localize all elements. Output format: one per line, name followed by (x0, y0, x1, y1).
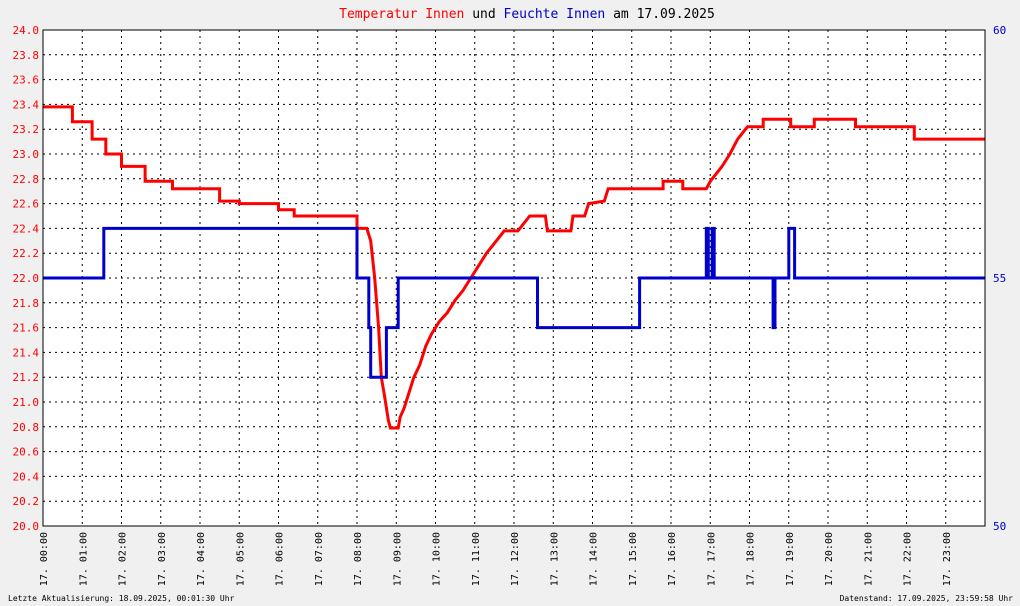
x-tick-label: 17. 06:00 (275, 532, 286, 586)
series-line-temperature (43, 105, 985, 430)
x-tick-label: 17. 05:00 (235, 532, 246, 586)
x-tick-label: 17. 11:00 (471, 532, 482, 586)
y-left-tick-label: 23.8 (13, 49, 40, 62)
y-left-tick-label: 20.6 (13, 446, 40, 459)
title-date: am 17.09.2025 (605, 7, 715, 22)
series-layer (43, 105, 985, 430)
x-tick-label: 17. 18:00 (746, 532, 757, 586)
x-tick-label: 17. 20:00 (824, 532, 835, 586)
y-left-tick-label: 20.8 (13, 421, 40, 434)
y-left-tick-label: 21.8 (13, 297, 40, 310)
chart-title: Temperatur Innen und Feuchte Innen am 17… (339, 7, 715, 22)
y-right-tick-label: 55 (993, 272, 1006, 285)
y-left-tick-label: 23.4 (13, 98, 40, 111)
y-left-tick-label: 23.2 (13, 123, 40, 136)
y-left-tick-label: 20.2 (13, 495, 40, 508)
title-and: und (464, 7, 503, 22)
y-right-tick-label: 50 (993, 520, 1006, 533)
x-tick-label: 17. 04:00 (196, 532, 207, 586)
x-tick-label: 17. 09:00 (392, 532, 403, 586)
y-axis-left: 20.0 20.2 20.4 20.6 20.8 21.0 21.2 21.4 21.6 21.8… (13, 24, 40, 533)
y-left-tick-label: 20.0 (13, 520, 40, 533)
x-tick-label: 17. 07:00 (314, 532, 325, 586)
y-right-tick-label: 60 (993, 24, 1006, 37)
x-tick-label: 17. 23:00 (942, 532, 953, 586)
x-tick-label: 17. 02:00 (118, 532, 129, 586)
y-left-tick-label: 23.0 (13, 148, 40, 161)
x-tick-label: 17. 10:00 (432, 532, 443, 586)
x-tick-label: 17. 01:00 (78, 532, 89, 586)
y-left-tick-label: 21.2 (13, 371, 40, 384)
footer-data-status: Datenstand: 17.09.2025, 23:59:58 Uhr (840, 594, 1014, 603)
x-tick-label: 17. 03:00 (157, 532, 168, 586)
title-humidity: Feuchte Innen (504, 7, 606, 22)
x-tick-label: 17. 14:00 (589, 532, 600, 586)
y-left-tick-label: 24.0 (13, 24, 40, 37)
y-left-tick-label: 23.6 (13, 74, 40, 87)
y-left-tick-label: 21.6 (13, 322, 40, 335)
y-left-tick-label: 21.4 (13, 346, 40, 359)
x-axis: 17. 00:00 17. 01:00 17. 02:00 17. 03:00 17. … (39, 532, 953, 586)
title-temperature: Temperatur Innen (339, 7, 464, 22)
y-left-tick-label: 22.8 (13, 173, 40, 186)
x-tick-label: 17. 22:00 (903, 532, 914, 586)
y-left-tick-label: 22.6 (13, 198, 40, 211)
x-tick-label: 17. 21:00 (863, 532, 874, 586)
footer-last-update: Letzte Aktualisierung: 18.09.2025, 00:01… (8, 594, 235, 603)
x-tick-label: 17. 19:00 (785, 532, 796, 586)
x-tick-label: 17. 16:00 (667, 532, 678, 586)
y-left-tick-label: 22.2 (13, 247, 40, 260)
x-tick-label: 17. 17:00 (706, 532, 717, 586)
x-tick-label: 17. 08:00 (353, 532, 364, 586)
y-left-tick-label: 22.4 (13, 222, 40, 235)
y-left-tick-label: 21.0 (13, 396, 40, 409)
x-tick-label: 17. 12:00 (510, 532, 521, 586)
y-left-tick-label: 22.0 (13, 272, 40, 285)
plot-area-border (42, 29, 986, 527)
x-tick-label: 17. 00:00 (39, 532, 50, 586)
series-line-humidity (43, 226, 985, 379)
x-tick-label: 17. 13:00 (549, 532, 560, 586)
y-axis-right: 50 55 60 (993, 24, 1006, 533)
y-left-tick-label: 20.4 (13, 470, 40, 483)
x-tick-label: 17. 15:00 (628, 532, 639, 586)
